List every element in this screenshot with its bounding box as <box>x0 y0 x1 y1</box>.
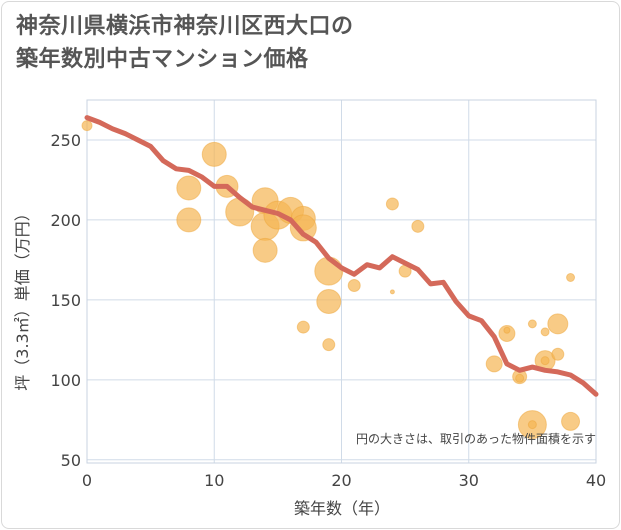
data-point <box>485 355 503 373</box>
y-tick-label: 50 <box>61 451 81 470</box>
grid <box>86 100 597 463</box>
y-tick-label: 200 <box>50 211 81 230</box>
data-point <box>385 197 399 211</box>
x-tick-label: 0 <box>82 471 92 490</box>
chart-title: 神奈川県横浜市神奈川区西大口の 築年数別中古マンション価格 <box>16 10 576 76</box>
data-point <box>515 373 525 383</box>
data-point <box>566 273 576 283</box>
data-point <box>527 319 537 329</box>
data-point <box>176 175 202 201</box>
data-point <box>547 313 569 335</box>
bubble-series <box>81 120 581 440</box>
y-tick-label: 250 <box>50 131 81 150</box>
x-tick-label: 30 <box>459 471 479 490</box>
data-point <box>176 207 202 233</box>
data-point <box>389 289 395 295</box>
data-point <box>527 420 537 430</box>
x-axis-ticks: 0 10 20 30 40 <box>82 471 606 490</box>
data-point <box>347 278 361 292</box>
trend-line <box>84 115 599 397</box>
y-axis-label: 坪（3.3㎡）単価（万円） <box>13 205 32 390</box>
data-point <box>81 120 93 132</box>
plot-border <box>86 99 597 464</box>
x-tick-label: 20 <box>331 471 351 490</box>
y-tick-label: 150 <box>50 291 81 310</box>
x-tick-label: 40 <box>586 471 606 490</box>
data-point <box>316 288 342 314</box>
data-point <box>289 214 317 242</box>
chart-note: 円の大きさは、取引のあった物件面積を示す <box>356 431 596 446</box>
data-point <box>540 327 550 337</box>
chart-title-line-1: 神奈川県横浜市神奈川区西大口の <box>16 14 354 39</box>
data-point <box>296 320 310 334</box>
data-point <box>561 411 581 431</box>
x-axis-label: 築年数（年） <box>294 499 390 518</box>
x-tick-label: 10 <box>204 471 224 490</box>
data-point <box>411 219 425 233</box>
y-tick-label: 100 <box>50 371 81 390</box>
y-axis-ticks: 50 100 150 200 250 <box>50 131 81 470</box>
data-point <box>252 237 278 263</box>
data-point <box>322 338 336 352</box>
chart-title-line-2: 築年数別中古マンション価格 <box>16 47 309 72</box>
data-point <box>201 141 227 167</box>
data-point <box>540 356 550 366</box>
data-point <box>503 326 511 334</box>
data-point <box>551 347 565 361</box>
